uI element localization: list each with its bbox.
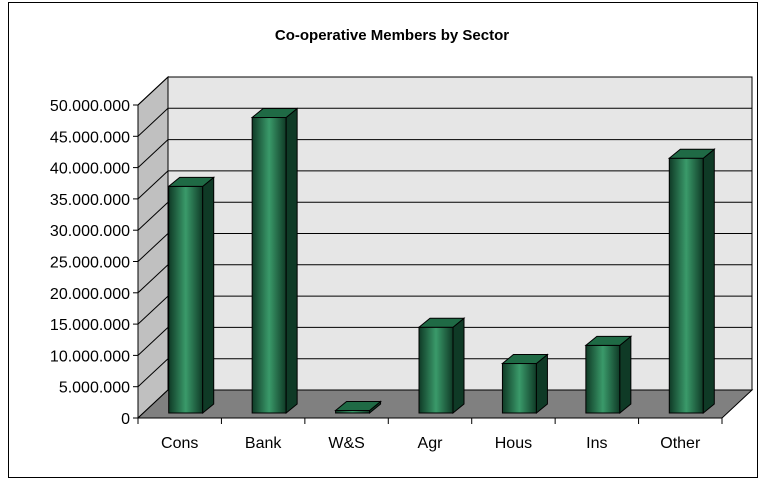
bar-side <box>535 353 548 415</box>
bar-front <box>501 363 537 414</box>
x-tick-label: W&S <box>328 435 364 452</box>
bar-side <box>285 107 298 415</box>
x-tick-label: Bank <box>245 435 282 452</box>
gridline-side <box>137 170 169 200</box>
bar-top <box>584 335 633 346</box>
x-tick-label: Ins <box>586 435 607 452</box>
x-tick-label: Cons <box>161 435 198 452</box>
gridline-side <box>137 327 169 356</box>
bar <box>667 148 716 415</box>
y-tick-label: 40.000.000 <box>50 161 130 178</box>
bar-side <box>619 335 632 415</box>
axes <box>133 104 723 424</box>
y-tick-label: 25.000.000 <box>50 255 130 272</box>
gridline-side <box>137 201 169 231</box>
bar-side <box>202 176 215 415</box>
bar-front <box>251 117 287 414</box>
bar-front <box>168 185 204 414</box>
x-tick-label: Hous <box>495 435 532 452</box>
y-tick-label: 20.000.000 <box>50 286 130 303</box>
bar <box>250 107 299 415</box>
chart-title: Co-operative Members by Sector <box>275 27 509 44</box>
bars <box>167 107 716 415</box>
y-tick-label: 10.000.000 <box>50 348 130 365</box>
y-tick-label: 50.000.000 <box>50 98 130 115</box>
gridline-side <box>137 107 169 137</box>
bar-top <box>167 176 216 187</box>
y-tick-label: 5.000.000 <box>59 380 130 397</box>
bar <box>417 317 466 415</box>
bar-front <box>585 344 621 414</box>
y-tick-label: 0 <box>121 411 130 428</box>
gridline-side <box>137 76 169 106</box>
bar-side <box>702 148 715 415</box>
bar-front <box>418 326 454 414</box>
bar-top <box>501 354 549 365</box>
gridline-side <box>137 295 169 325</box>
gridline-side <box>137 358 169 388</box>
y-tick-label: 35.000.000 <box>50 192 130 209</box>
bar-top <box>417 317 466 328</box>
bar <box>501 353 549 415</box>
bar-side <box>452 317 465 415</box>
bar-top <box>334 400 382 411</box>
bar <box>334 400 382 415</box>
x-axis-tick-labels: Cons Bank W&S Agr Hous Ins Other <box>161 435 701 452</box>
gridline-side <box>137 233 169 262</box>
gridline-side <box>137 139 169 168</box>
gridline-side <box>137 264 169 294</box>
bar <box>167 176 216 415</box>
bar <box>584 335 633 415</box>
bar-top <box>250 108 299 119</box>
y-tick-label: 30.000.000 <box>50 223 130 240</box>
y-tick-label: 45.000.000 <box>50 129 130 146</box>
x-tick-label: Agr <box>418 435 444 452</box>
y-tick-label: 15.000.000 <box>50 317 130 334</box>
bar-front <box>668 157 704 414</box>
x-tick-label: Other <box>660 435 701 452</box>
bar-top <box>667 148 716 159</box>
y-axis-tick-labels: 0 5.000.000 10.000.000 15.000.000 20.000.000… <box>50 98 130 428</box>
